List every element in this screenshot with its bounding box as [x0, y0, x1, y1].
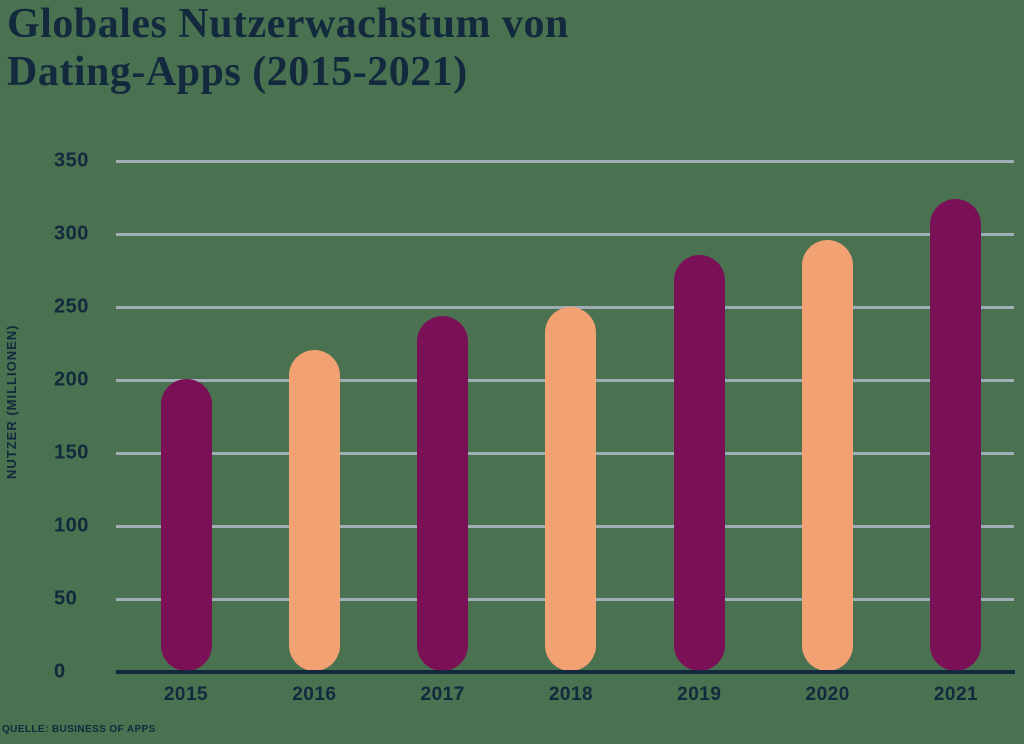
x-axis-line	[116, 670, 1015, 674]
bar-2016	[288, 349, 340, 671]
y-tick-label-150: 150	[54, 441, 89, 464]
gridline-250	[116, 305, 1014, 309]
x-tick-label-2016: 2016	[292, 684, 337, 705]
x-tick-label-2020: 2020	[805, 684, 850, 705]
y-axis-title: NUTZER (MILLIONEN)	[4, 324, 19, 480]
bar-2020	[802, 240, 854, 671]
bar-2019	[673, 254, 725, 671]
y-tick-label-200: 200	[54, 368, 89, 391]
y-tick-label-350: 350	[54, 149, 89, 172]
x-tick-label-2015: 2015	[163, 684, 209, 705]
plot-area	[116, 159, 1015, 674]
y-tick-label-0: 0	[54, 660, 66, 683]
y-tick-label-250: 250	[54, 295, 89, 318]
gridline-350	[116, 159, 1014, 163]
x-tick-label-2017: 2017	[420, 684, 465, 705]
bar-2015	[160, 379, 212, 671]
chart-title: Globales Nutzerwachstum von Dating-Apps …	[7, 0, 569, 97]
source-attribution: QUELLE: BUSINESS OF APPS	[2, 724, 156, 735]
y-tick-label-100: 100	[54, 514, 89, 537]
bar-2021	[930, 199, 982, 671]
chart-title-line2: Dating-Apps (2015-2021)	[7, 49, 468, 96]
y-tick-label-300: 300	[54, 222, 89, 245]
gridline-300	[116, 232, 1014, 236]
y-tick-label-50: 50	[54, 587, 78, 610]
x-tick-label-2021: 2021	[933, 684, 979, 705]
bar-2017	[417, 316, 469, 671]
x-tick-label-2019: 2019	[677, 684, 722, 705]
chart-title-line1: Globales Nutzerwachstum von	[7, 1, 569, 47]
x-tick-label-2018: 2018	[548, 684, 594, 705]
bar-2018	[545, 307, 597, 671]
